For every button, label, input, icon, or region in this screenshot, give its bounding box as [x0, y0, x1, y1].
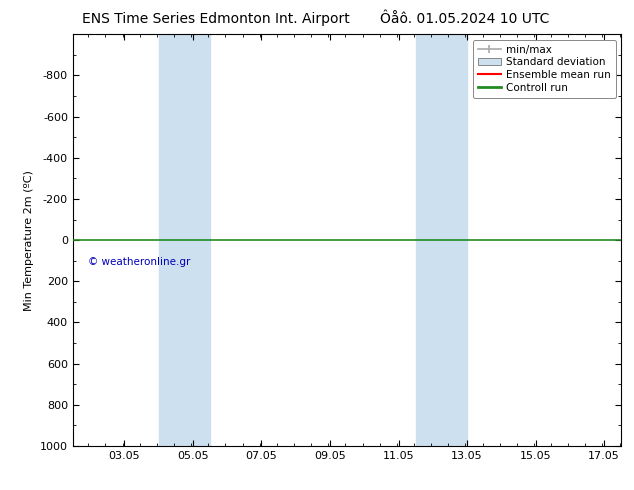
Text: ENS Time Series Edmonton Int. Airport: ENS Time Series Edmonton Int. Airport [82, 12, 350, 26]
Bar [416, 34, 467, 446]
Legend: min/max, Standard deviation, Ensemble mean run, Controll run: min/max, Standard deviation, Ensemble me… [473, 40, 616, 98]
Y-axis label: Min Temperature 2m (ºC): Min Temperature 2m (ºC) [25, 170, 34, 311]
Bar [158, 34, 210, 446]
Text: Ôåô. 01.05.2024 10 UTC: Ôåô. 01.05.2024 10 UTC [380, 12, 550, 26]
Text: © weatheronline.gr: © weatheronline.gr [88, 257, 191, 267]
